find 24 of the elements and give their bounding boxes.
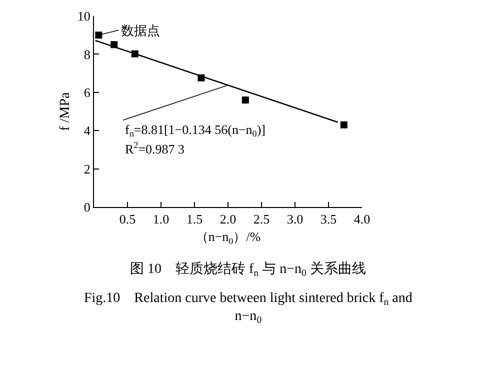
x-tick-label: 1.5 bbox=[186, 212, 203, 227]
text: Fig.10 Relation curve between light sintered brick f$_{n}$ and n−n$_{0}$ bbox=[84, 291, 412, 326]
annotation: R$^{2}$=0.987 3 bbox=[125, 140, 185, 156]
x-tick-label: 2.5 bbox=[253, 212, 270, 227]
y-tick-label: 6 bbox=[84, 84, 91, 100]
y-tick-label: 8 bbox=[84, 46, 90, 62]
x-tick-label: 2.0 bbox=[220, 212, 236, 227]
y-axis-title: f /MPa bbox=[58, 91, 73, 131]
point bbox=[340, 121, 348, 128]
y-tick-label: 0 bbox=[84, 200, 90, 215]
y-tick-label: 10 bbox=[77, 8, 90, 24]
x-tick-label: 3.5 bbox=[320, 212, 337, 227]
y-tick-label: 4 bbox=[84, 123, 91, 138]
annotation: f$_{n}$=8.81[1−0.134 56(n−n$_{0}$)] bbox=[125, 122, 266, 139]
text: 图 10 轻质烧结砖 f$_{n}$ 与 n−n$_{0}$ 关系曲线 bbox=[130, 261, 366, 279]
point bbox=[242, 96, 249, 104]
x-tick-label: 0.5 bbox=[119, 212, 136, 227]
x-tick-label: 1.0 bbox=[152, 212, 170, 227]
point bbox=[95, 32, 102, 39]
annotation: 数据点 bbox=[121, 23, 160, 38]
x-tick-label: 3.0 bbox=[286, 212, 304, 227]
x-axis-title: （n−n$_{0}$）/% bbox=[195, 229, 261, 246]
y-tick-label: 2 bbox=[84, 161, 90, 176]
x-tick-label: 4.0 bbox=[354, 212, 370, 227]
